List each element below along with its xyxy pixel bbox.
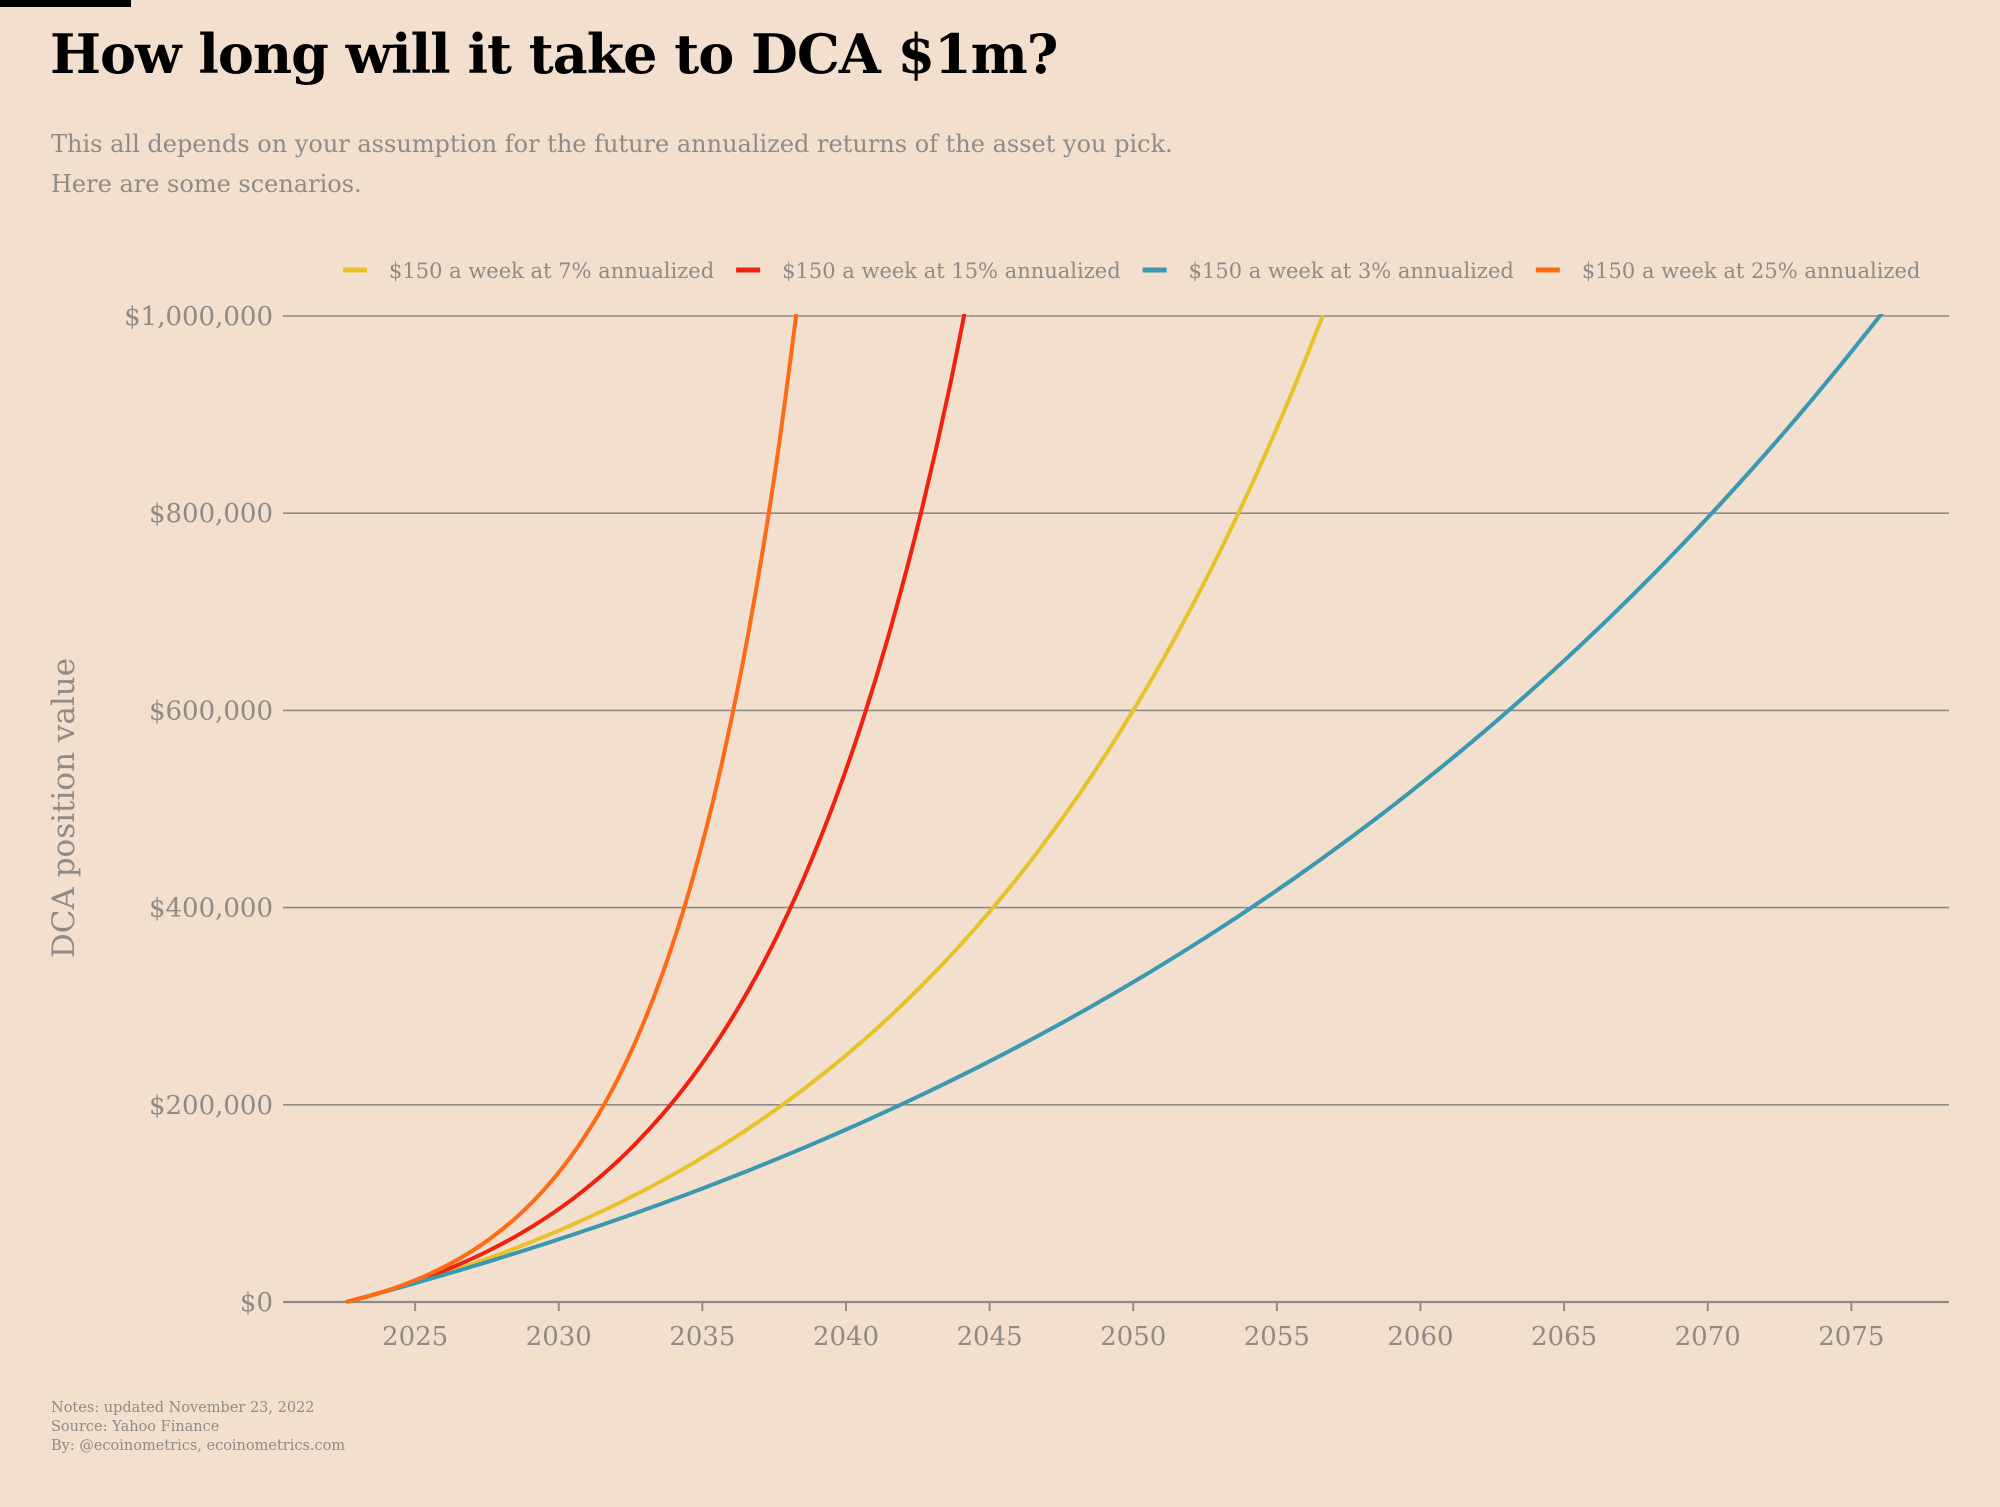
y-axis-label: DCA position value xyxy=(46,658,82,958)
y-axis-ticks: $0 $200,000 $400,000 $600,000 $800,000 $1,000… xyxy=(124,302,273,1318)
x-tick-label: 2045 xyxy=(957,1322,1023,1352)
source-text: Source: Yahoo Finance xyxy=(51,1419,220,1435)
top-accent-bar xyxy=(0,0,131,7)
legend-label: $150 a week at 25% annualized xyxy=(1582,259,1921,283)
chart-title: How long will it take to DCA $1m? xyxy=(50,22,1058,86)
notes-text: Notes: updated November 23, 2022 xyxy=(51,1400,315,1416)
byline-text: By: @ecoinometrics, ecoinometrics.com xyxy=(51,1438,346,1454)
x-tick-label: 2025 xyxy=(382,1322,448,1352)
gridlines xyxy=(283,315,1949,1304)
legend-label: $150 a week at 7% annualized xyxy=(389,259,714,283)
x-tick-label: 2060 xyxy=(1387,1322,1453,1352)
x-tick-label: 2040 xyxy=(813,1322,879,1352)
legend: $150 a week at 7% annualized $150 a week … xyxy=(343,259,1920,283)
series-lines xyxy=(345,314,1884,1304)
series-line-1 xyxy=(345,314,967,1304)
legend-item: $150 a week at 3% annualized xyxy=(1142,259,1514,283)
legend-item: $150 a week at 15% annualized xyxy=(736,259,1121,283)
y-tick-label: $0 xyxy=(240,1288,273,1318)
chart-subtitle: This all depends on your assumption for … xyxy=(51,124,1173,204)
legend-item: $150 a week at 25% annualized xyxy=(1535,259,1921,283)
x-tick-label: 2030 xyxy=(526,1322,592,1352)
x-tick-label: 2055 xyxy=(1244,1322,1310,1352)
x-axis-ticks: 2025 2030 2035 2040 2045 2050 2055 2060 2065 2070… xyxy=(382,1302,1884,1352)
series-line-0 xyxy=(345,314,1325,1304)
subtitle-line-1: This all depends on your assumption for … xyxy=(51,130,1173,158)
x-tick-label: 2050 xyxy=(1100,1322,1166,1352)
x-tick-label: 2070 xyxy=(1675,1322,1741,1352)
x-tick-label: 2035 xyxy=(669,1322,735,1352)
x-tick-label: 2065 xyxy=(1531,1322,1597,1352)
legend-item: $150 a week at 7% annualized xyxy=(343,259,714,283)
x-tick-label: 2075 xyxy=(1818,1322,1884,1352)
subtitle-line-2: Here are some scenarios. xyxy=(51,170,362,198)
y-tick-label: $1,000,000 xyxy=(124,302,273,332)
y-tick-label: $400,000 xyxy=(149,894,273,924)
legend-label: $150 a week at 15% annualized xyxy=(782,259,1121,283)
legend-label: $150 a week at 3% annualized xyxy=(1189,259,1514,283)
footer-notes: Notes: updated November 23, 2022 Source:… xyxy=(51,1399,345,1456)
y-tick-label: $200,000 xyxy=(149,1091,273,1121)
series-line-3 xyxy=(345,314,799,1304)
series-line-2 xyxy=(345,314,1884,1304)
y-tick-label: $600,000 xyxy=(149,696,273,726)
y-tick-label: $800,000 xyxy=(149,499,273,529)
